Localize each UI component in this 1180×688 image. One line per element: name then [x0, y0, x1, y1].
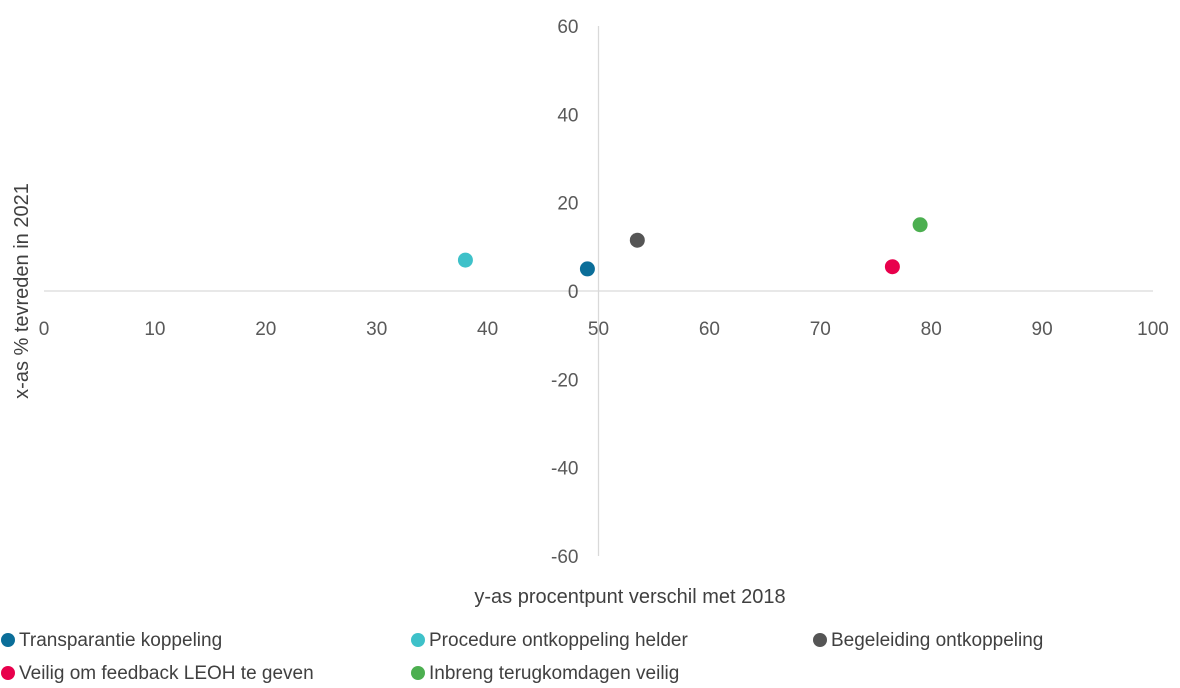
- x-tick-label: 30: [366, 319, 387, 340]
- legend-label: Procedure ontkoppeling helder: [429, 630, 688, 651]
- data-point: [884, 259, 900, 275]
- data-point: [579, 261, 595, 277]
- data-point: [457, 252, 473, 268]
- y-tick-label: -60: [551, 547, 578, 568]
- y-axis-title: x-as % tevreden in 2021: [11, 183, 33, 399]
- legend-marker: [411, 666, 425, 680]
- x-tick-label: 60: [699, 319, 720, 340]
- legend-item: Begeleiding ontkoppeling: [813, 630, 1043, 651]
- x-tick-label: 40: [477, 319, 498, 340]
- x-tick-label: 0: [39, 319, 50, 340]
- x-tick-label: 50: [588, 319, 609, 340]
- legend-label: Inbreng terugkomdagen veilig: [429, 663, 679, 684]
- y-tick-label: 40: [557, 105, 578, 126]
- legend-label: Begeleiding ontkoppeling: [831, 630, 1043, 651]
- x-tick-label: 90: [1032, 319, 1053, 340]
- y-tick-label: -20: [551, 370, 578, 391]
- x-tick-label: 70: [810, 319, 831, 340]
- y-tick-label: 20: [557, 194, 578, 215]
- data-point: [629, 232, 645, 248]
- legend-marker: [1, 666, 15, 680]
- legend-marker: [1, 633, 15, 647]
- legend-label: Veilig om feedback LEOH te geven: [19, 663, 314, 684]
- data-point: [912, 217, 928, 233]
- legend-item: Procedure ontkoppeling helder: [411, 630, 688, 651]
- x-tick-label: 100: [1137, 319, 1169, 340]
- x-axis-ticks: 0 10 20 30 40 50 60 70 80 90 100: [39, 319, 1169, 340]
- x-tick-label: 80: [921, 319, 942, 340]
- y-tick-label: -40: [551, 459, 578, 480]
- y-tick-label: 60: [557, 17, 578, 38]
- legend-label: Transparantie koppeling: [19, 630, 222, 651]
- legend-item: Transparantie koppeling: [1, 630, 222, 651]
- legend-item: Inbreng terugkomdagen veilig: [411, 663, 679, 684]
- legend-marker: [411, 633, 425, 647]
- data-points: [457, 217, 928, 277]
- x-tick-label: 20: [255, 319, 276, 340]
- legend-item: Veilig om feedback LEOH te geven: [1, 663, 314, 684]
- y-tick-label: 0: [568, 282, 579, 303]
- y-axis-ticks: -60 -40 -20 0 20 40 60: [551, 17, 578, 568]
- x-axis-title: y-as procentpunt verschil met 2018: [474, 586, 785, 608]
- legend-marker: [813, 633, 827, 647]
- x-tick-label: 10: [144, 319, 165, 340]
- legend: Transparantie koppeling Procedure ontkopp…: [1, 630, 1043, 684]
- chart-axes: [44, 26, 1153, 556]
